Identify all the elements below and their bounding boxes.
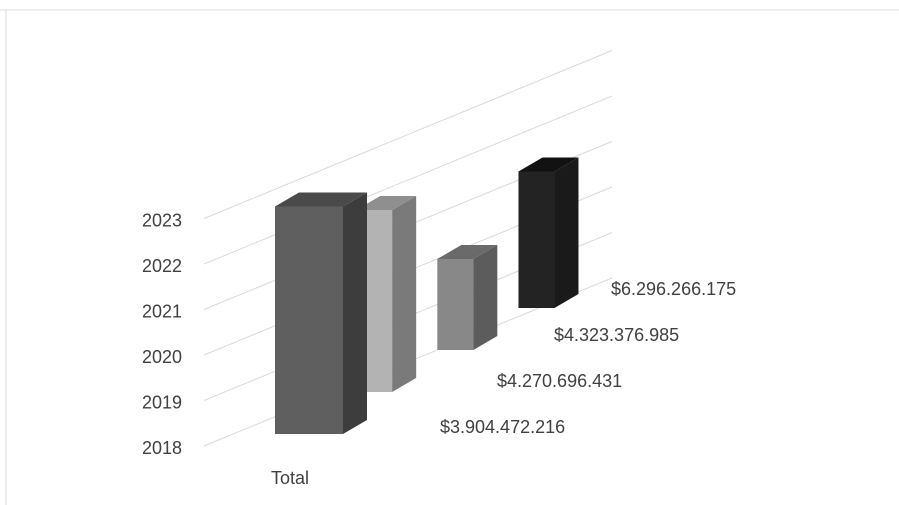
- y-tick-label-2022: 2022: [142, 256, 182, 276]
- y-tick-label-2021: 2021: [142, 302, 182, 322]
- gridline-2023: [203, 50, 613, 219]
- depth-label-0: $3.904.472.216: [440, 417, 565, 437]
- bar-0-front: [275, 206, 343, 434]
- bar-layer: [275, 157, 579, 434]
- depth-label-3: $6.296.266.175: [611, 279, 736, 299]
- bar-1-side: [392, 196, 417, 392]
- bar-3-side: [554, 157, 579, 308]
- bar-1-top: [356, 196, 417, 210]
- y-tick-label-2018: 2018: [142, 438, 182, 458]
- bar-0-top: [275, 192, 367, 207]
- y-tick-label-2020: 2020: [142, 347, 182, 367]
- bar-2-front: [437, 259, 474, 350]
- bar-2-side: [473, 245, 498, 350]
- depth-label-layer: $3.904.472.216 $4.270.696.431 $4.323.376.9…: [440, 279, 736, 437]
- bar-0: [275, 192, 367, 434]
- bar-2-top: [437, 245, 498, 259]
- y-tick-label-2023: 2023: [142, 211, 182, 231]
- depth-label-2: $4.323.376.985: [554, 325, 679, 345]
- bar-3-top: [518, 157, 579, 172]
- x-tick-label-total: Total: [271, 468, 309, 488]
- bar-3-front: [518, 171, 555, 308]
- y-tick-label-2019: 2019: [142, 393, 182, 413]
- gridline-2022: [203, 95, 613, 265]
- y-tick-layer: 2018 2019 2020 2021 2022 2023: [142, 211, 182, 459]
- bar-2: [437, 245, 498, 350]
- bar-3: [518, 157, 579, 308]
- bar-0-side: [343, 192, 367, 434]
- depth-label-1: $4.270.696.431: [497, 371, 622, 391]
